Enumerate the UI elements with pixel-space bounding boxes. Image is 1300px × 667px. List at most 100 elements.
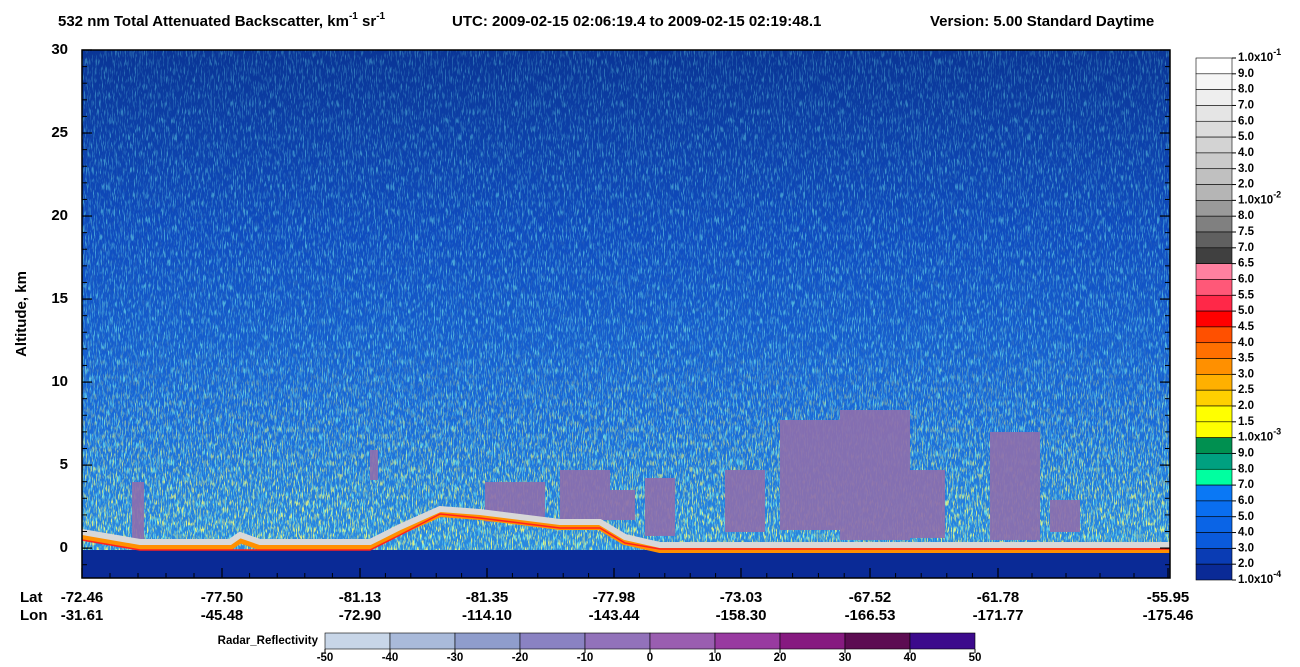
colorbar-segment (1195, 484, 1233, 502)
colorbar-label-exp: -2 (1273, 190, 1281, 200)
radar-colorbar-label: -20 (512, 652, 529, 664)
title-sup: -1 (349, 11, 358, 22)
y-tick-label: 25 (51, 124, 68, 141)
radar-colorbar-label: -30 (447, 652, 464, 664)
colorbar-label: 5.0 (1238, 511, 1254, 523)
colorbar-segment (1195, 500, 1233, 518)
colorbar-label: 7.5 (1238, 226, 1255, 238)
radar-colorbar-label: -40 (382, 652, 399, 664)
radar-colorbar-segment (909, 632, 976, 650)
colorbar-label: 4.0 (1238, 337, 1254, 349)
surface-return (82, 505, 1170, 548)
colorbar-label: 8.0 (1238, 210, 1254, 222)
colorbar-segment (1195, 89, 1233, 106)
colorbar-label: 8.0 (1238, 463, 1254, 475)
colorbar-segment (1195, 215, 1233, 233)
radar-colorbar-label: 20 (774, 652, 787, 664)
colorbar-segment (1195, 437, 1233, 454)
colorbar-label: 3.0 (1238, 542, 1254, 554)
colorbar-label-base: 1.0x10 (1238, 52, 1273, 64)
colorbar-segment (1195, 532, 1233, 549)
lon-tick-label: -143.44 (589, 607, 641, 624)
radar-colorbar-label: 0 (647, 652, 653, 664)
title-utc: UTC: 2009-02-15 02:06:19.4 to 2009-02-15… (452, 13, 821, 30)
lat-tick-label: -73.03 (720, 589, 763, 606)
colorbar-label-exp: -4 (1273, 569, 1281, 579)
colorbar-segment (1195, 231, 1233, 249)
colorbar-label: 1.0x10-4 (1238, 569, 1281, 586)
colorbar-label: 3.0 (1238, 163, 1254, 175)
colorbar-label-base: 1.0x10 (1238, 194, 1273, 206)
lat-tick-label: -55.95 (1147, 589, 1190, 606)
colorbar-segment (1195, 548, 1233, 565)
lat-tick-label: -77.50 (201, 589, 244, 606)
radar-colorbar-segment (649, 632, 716, 650)
lat-tick-label: -67.52 (849, 589, 892, 606)
title-version: Version: 5.00 Standard Daytime (930, 13, 1154, 30)
colorbar-label: 1.0x10-1 (1238, 47, 1281, 64)
plot-frame (81, 49, 1171, 579)
colorbar-segment (1195, 57, 1233, 75)
colorbar-label-base: 1.0x10 (1238, 574, 1273, 586)
colorbar-segment (1195, 358, 1233, 375)
colorbar-label: 7.0 (1238, 242, 1254, 254)
colorbar-label: 1.0x10-3 (1238, 427, 1281, 444)
colorbar-label: 3.0 (1238, 368, 1254, 380)
title-unit: sr (358, 13, 377, 30)
colorbar-label: 4.0 (1238, 527, 1254, 539)
title-sup: -1 (376, 11, 385, 22)
colorbar-segment (1195, 563, 1233, 581)
ground (82, 550, 1170, 578)
colorbar-label: 1.5 (1238, 416, 1255, 428)
colorbar-label-base: 1.0x10 (1238, 432, 1273, 444)
radar-colorbar-segment (844, 632, 911, 650)
colorbar-segment (1195, 405, 1233, 423)
colorbar-label: 6.5 (1238, 258, 1255, 270)
radar-colorbar-label: -10 (577, 652, 594, 664)
colorbar-label: 2.0 (1238, 179, 1254, 191)
colorbar-label-exp: -3 (1273, 427, 1281, 437)
colorbar-label: 9.0 (1238, 447, 1254, 459)
lon-tick-label: -114.10 (462, 607, 512, 624)
colorbar-segment (1195, 421, 1233, 438)
y-tick-label: 0 (60, 539, 68, 556)
colorbar-label: 9.0 (1238, 68, 1254, 80)
radar-colorbar-label: 10 (709, 652, 722, 664)
dem-line (82, 513, 1170, 551)
colorbar-label: 7.0 (1238, 479, 1254, 491)
colorbar-label: 4.5 (1238, 321, 1255, 333)
y-tick-label: 10 (51, 373, 68, 390)
lat-tick-label: -61.78 (977, 589, 1020, 606)
colorbar-label: 5.0 (1238, 131, 1254, 143)
colorbar-segment (1195, 468, 1233, 486)
lat-tick-label: -81.13 (339, 589, 382, 606)
colorbar-label: 6.0 (1238, 273, 1254, 285)
colorbar-label: 2.0 (1238, 558, 1254, 570)
colorbar-segment (1195, 168, 1233, 185)
colorbar-segment (1195, 263, 1233, 280)
lon-tick-label: -72.90 (339, 607, 382, 624)
lon-tick-label: -166.53 (845, 607, 896, 624)
y-tick-label: 15 (51, 290, 68, 307)
colorbar-segment (1195, 73, 1233, 90)
y-tick-label: 20 (51, 207, 68, 224)
radar-colorbar-segment (389, 632, 456, 650)
y-tick-label: 30 (51, 41, 68, 58)
colorbar-segment (1195, 310, 1233, 328)
colorbar-label: 7.0 (1238, 99, 1254, 111)
colorbar-label: 6.0 (1238, 495, 1254, 507)
colorbar-segment (1195, 105, 1233, 122)
lat-tick-label: -77.98 (593, 589, 636, 606)
colorbar-label: 3.5 (1238, 353, 1255, 365)
colorbar-segment (1195, 184, 1233, 201)
lon-tick-label: -31.61 (61, 607, 104, 624)
colorbar-segment (1195, 516, 1233, 533)
lon-tick-label: -45.48 (201, 607, 244, 624)
colorbar-label: 2.0 (1238, 400, 1254, 412)
colorbar-label: 8.0 (1238, 84, 1254, 96)
radar-colorbar-segment (519, 632, 586, 650)
colorbar-segment (1195, 200, 1233, 217)
lon-tick-label: -175.46 (1143, 607, 1194, 624)
radar-colorbar-segment (324, 632, 391, 650)
colorbar-segment (1195, 389, 1233, 407)
